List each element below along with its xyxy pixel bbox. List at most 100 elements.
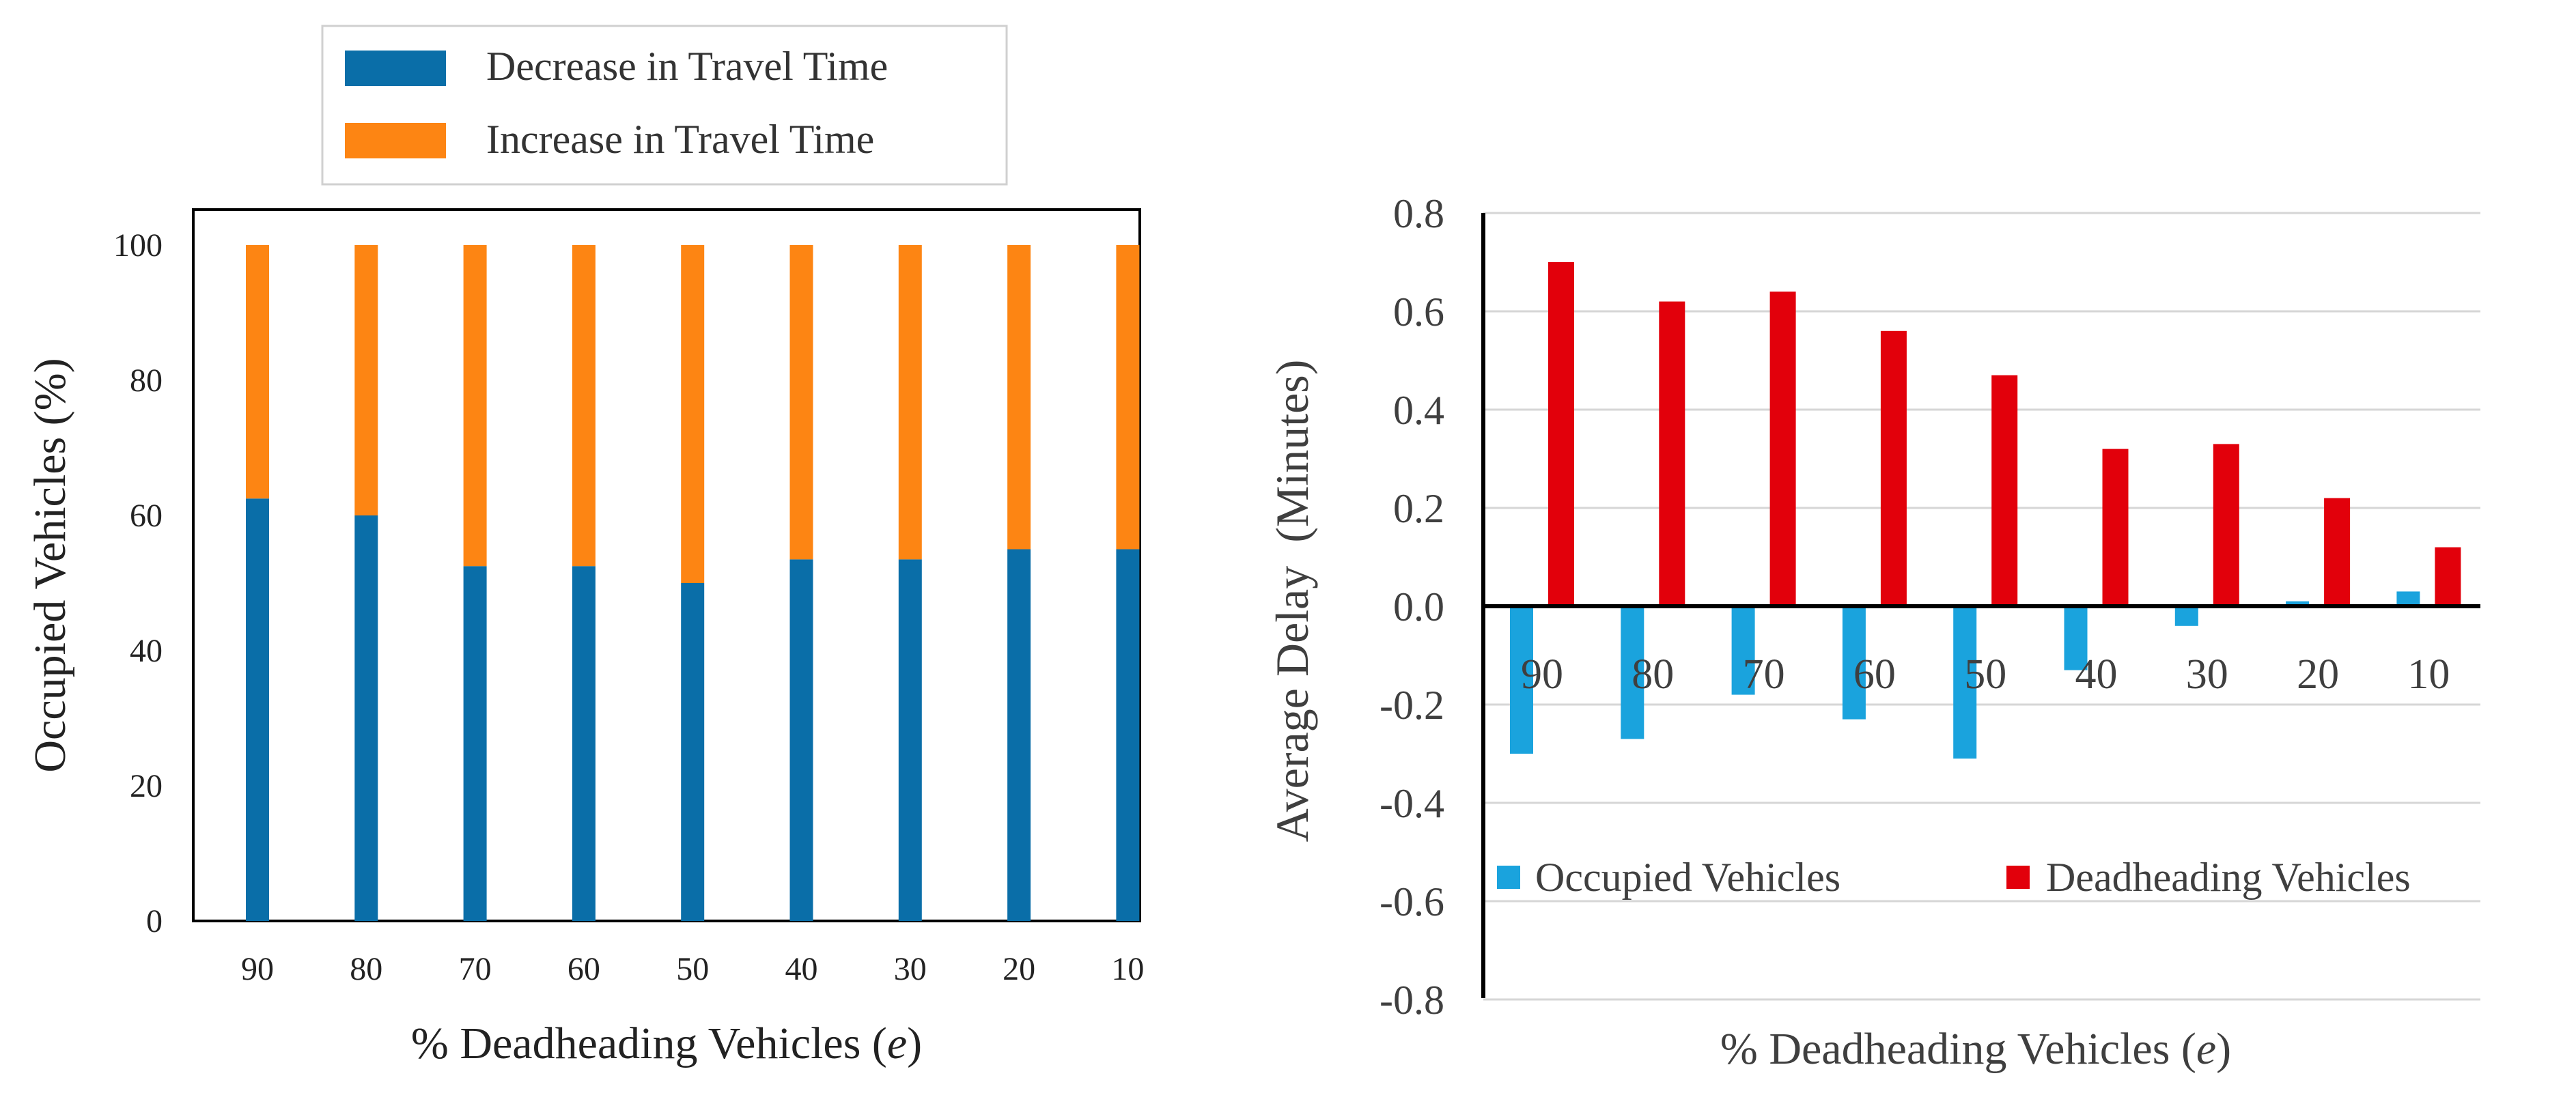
bar-decrease-30 [898,559,922,921]
right-x-axis-label: % Deadheading Vehicles (e) [1720,1024,2231,1074]
right-ytick-0.4: 0.4 [1393,388,1444,433]
bar-increase-80 [354,245,378,515]
right-ytick-0.8: 0.8 [1393,191,1444,236]
bar-occupied-30 [2174,606,2198,626]
left-legend: Decrease in Travel Time Increase in Trav… [321,25,1008,186]
left-x-axis-label-text: % Deadheading Vehicles ( [411,1019,887,1068]
bar-occupied-60 [1842,606,1866,720]
bar-decrease-40 [789,559,813,921]
legend-swatch-decrease [345,51,446,86]
bar-decrease-80 [354,515,378,921]
right-xtick-30: 30 [2186,651,2228,698]
left-ytick-20: 20 [130,768,163,804]
left-xtick-50: 50 [676,951,709,987]
right-ytick--0.8: -0.8 [1380,978,1444,1023]
left-xtick-70: 70 [459,951,492,987]
bar-deadheading-20 [2324,498,2351,606]
right-xtick-50: 50 [1964,651,2006,698]
right-xtick-60: 60 [1853,651,1896,698]
bar-increase-30 [898,245,922,560]
right-ytick-0.0: 0.0 [1393,584,1444,629]
left-x-axis-label: % Deadheading Vehicles (e) [411,1019,922,1068]
left-y-ticks: 0 20 40 60 80 100 [113,227,163,939]
left-xtick-80: 80 [350,951,382,987]
bar-increase-10 [1116,245,1140,550]
left-ytick-100: 100 [113,227,163,264]
bar-occupied-10 [2396,591,2420,606]
bar-increase-50 [681,245,705,583]
right-y-axis-label: Average Delay (Minutes) [1266,360,1318,842]
bar-deadheading-10 [2435,547,2461,606]
left-xtick-40: 40 [785,951,818,987]
right-y-ticks: 0.8 0.6 0.4 0.2 0.0 -0.2 -0.4 -0.6 -0.8 [1380,191,1444,1023]
bar-deadheading-90 [1548,262,1574,606]
bar-deadheading-50 [1991,375,2018,606]
right-xtick-90: 90 [1521,651,1563,698]
left-x-axis-label-close: ) [907,1019,922,1068]
left-x-axis-label-var: e [887,1019,907,1068]
legend-swatch-deadheading [2006,866,2030,889]
right-ytick--0.6: -0.6 [1380,879,1444,924]
right-chart: 0.8 0.6 0.4 0.2 0.0 -0.2 -0.4 -0.6 -0.8 Average … [1266,191,2480,1074]
legend-label-deadheading: Deadheading Vehicles [2046,855,2411,900]
left-chart: Decrease in Travel Time Increase in Trav… [25,25,1144,1068]
bar-decrease-10 [1116,549,1140,921]
legend-label-increase: Increase in Travel Time [486,117,874,162]
right-x-ticks: 90 80 70 60 50 40 30 20 10 [1521,651,2450,698]
bar-deadheading-30 [2213,444,2239,606]
left-xtick-90: 90 [241,951,274,987]
bar-occupied-50 [1953,606,1977,759]
right-bars [1510,262,2461,759]
right-gridlines [1483,212,2480,1001]
right-xtick-20: 20 [2297,651,2339,698]
left-plot-frame [192,208,1141,922]
bar-occupied-90 [1510,606,1533,754]
left-y-axis-label: Occupied Vehicles (%) [25,358,75,772]
right-x-axis-label-var: e [2196,1024,2216,1074]
bar-deadheading-70 [1769,292,1796,606]
right-xtick-10: 10 [2407,651,2450,698]
bar-deadheading-80 [1659,301,1685,606]
left-ytick-60: 60 [130,498,163,534]
right-xtick-40: 40 [2075,651,2118,698]
bar-occupied-70 [1731,606,1755,695]
bar-increase-40 [789,245,813,560]
bar-decrease-70 [463,566,487,921]
bar-decrease-50 [681,583,705,921]
bar-occupied-40 [2064,606,2088,670]
left-xtick-20: 20 [1003,951,1035,987]
left-ytick-40: 40 [130,633,163,669]
left-ytick-0: 0 [146,903,163,939]
left-xtick-60: 60 [568,951,600,987]
legend-swatch-increase [345,123,446,158]
bar-increase-60 [572,245,596,567]
bar-deadheading-40 [2102,449,2129,606]
right-ytick-0.6: 0.6 [1393,289,1444,335]
left-xtick-10: 10 [1111,951,1144,987]
right-x-axis-label-close: ) [2216,1024,2231,1074]
bar-increase-90 [246,245,269,499]
left-bars [246,245,1140,921]
bar-decrease-60 [572,566,596,921]
right-xtick-80: 80 [1632,651,1674,698]
bar-occupied-20 [2286,601,2310,606]
bar-decrease-90 [246,498,269,921]
bar-decrease-20 [1007,549,1031,921]
bar-occupied-80 [1621,606,1644,739]
left-xtick-30: 30 [894,951,927,987]
left-ytick-80: 80 [130,363,163,399]
right-ytick-0.2: 0.2 [1393,486,1444,531]
bar-increase-20 [1007,245,1031,550]
legend-label-occupied: Occupied Vehicles [1535,855,1840,900]
left-x-ticks: 90 80 70 60 50 40 30 20 10 [241,951,1144,987]
legend-label-decrease: Decrease in Travel Time [486,44,888,89]
bar-deadheading-60 [1880,330,1907,606]
right-xtick-70: 70 [1743,651,1785,698]
right-ytick--0.2: -0.2 [1380,683,1444,728]
legend-swatch-occupied [1497,866,1520,889]
bar-increase-70 [463,245,487,567]
right-legend: Occupied Vehicles Deadheading Vehicles [1497,855,2411,900]
right-x-axis-label-text: % Deadheading Vehicles ( [1720,1024,2196,1074]
right-ytick--0.4: -0.4 [1380,781,1444,826]
